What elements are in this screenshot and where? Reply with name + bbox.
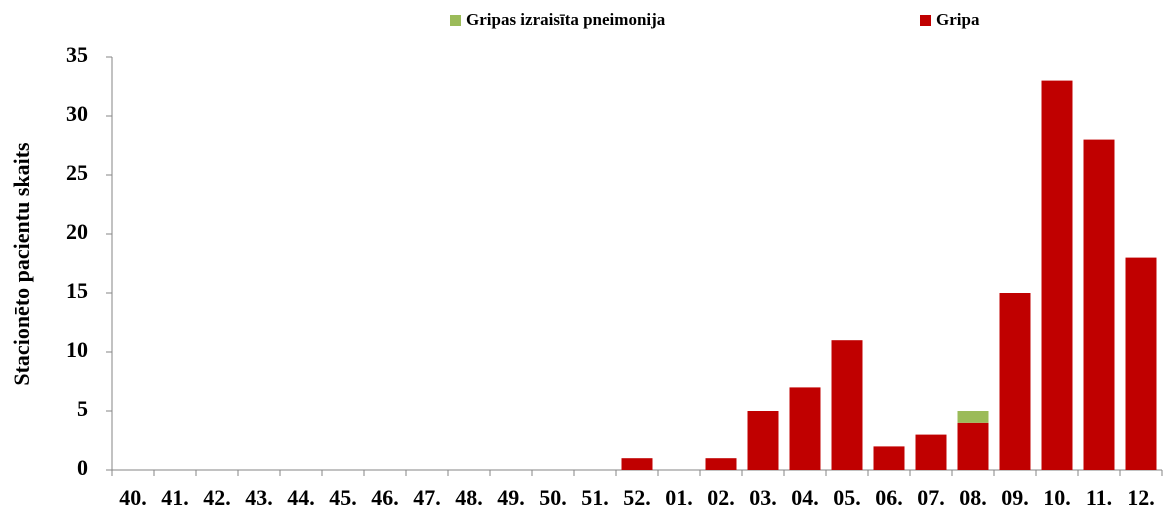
x-tick-label: 09. bbox=[1001, 485, 1029, 510]
y-axis-title: Stacionēto pacientu skaits bbox=[9, 142, 34, 386]
y-tick-label: 35 bbox=[66, 42, 88, 67]
bar bbox=[1041, 80, 1073, 470]
x-tick-label: 45. bbox=[329, 485, 357, 510]
bar bbox=[957, 422, 989, 470]
x-tick-label: 07. bbox=[917, 485, 945, 510]
x-tick-label: 02. bbox=[707, 485, 735, 510]
x-tick-label: 42. bbox=[203, 485, 231, 510]
bar bbox=[957, 411, 989, 423]
bar bbox=[747, 411, 779, 470]
x-tick-label: 06. bbox=[875, 485, 903, 510]
x-tick-label: 40. bbox=[119, 485, 147, 510]
x-tick-label: 47. bbox=[413, 485, 441, 510]
legend-label: Gripa bbox=[936, 10, 980, 29]
x-tick-label: 01. bbox=[665, 485, 693, 510]
y-tick-label: 10 bbox=[66, 337, 88, 362]
x-tick-label: 49. bbox=[497, 485, 525, 510]
bar bbox=[1083, 139, 1115, 470]
x-tick-label: 52. bbox=[623, 485, 651, 510]
x-tick-label: 04. bbox=[791, 485, 819, 510]
bar bbox=[873, 446, 905, 470]
bar bbox=[705, 458, 737, 470]
bar bbox=[621, 458, 653, 470]
x-tick-label: 03. bbox=[749, 485, 777, 510]
y-tick-label: 25 bbox=[66, 160, 88, 185]
x-tick-label: 11. bbox=[1086, 485, 1112, 510]
x-tick-label: 12. bbox=[1127, 485, 1155, 510]
bar bbox=[999, 293, 1031, 470]
y-tick-label: 15 bbox=[66, 278, 88, 303]
x-tick-label: 10. bbox=[1043, 485, 1071, 510]
y-tick-label: 20 bbox=[66, 219, 88, 244]
y-tick-label: 30 bbox=[66, 101, 88, 126]
bar bbox=[1125, 257, 1157, 470]
x-tick-label: 51. bbox=[581, 485, 609, 510]
bar bbox=[789, 387, 821, 470]
x-tick-label: 48. bbox=[455, 485, 483, 510]
x-tick-label: 46. bbox=[371, 485, 399, 510]
x-tick-label: 43. bbox=[245, 485, 273, 510]
x-tick-label: 44. bbox=[287, 485, 315, 510]
x-tick-label: 50. bbox=[539, 485, 567, 510]
y-tick-label: 5 bbox=[77, 396, 88, 421]
bar bbox=[915, 434, 947, 470]
y-tick-label: 0 bbox=[77, 455, 88, 480]
legend-swatch bbox=[450, 15, 461, 26]
legend-label: Gripas izraisīta pneimonija bbox=[466, 10, 666, 29]
bar bbox=[831, 340, 863, 470]
x-tick-label: 41. bbox=[161, 485, 189, 510]
legend-swatch bbox=[920, 15, 931, 26]
x-tick-label: 08. bbox=[959, 485, 987, 510]
x-tick-label: 05. bbox=[833, 485, 861, 510]
